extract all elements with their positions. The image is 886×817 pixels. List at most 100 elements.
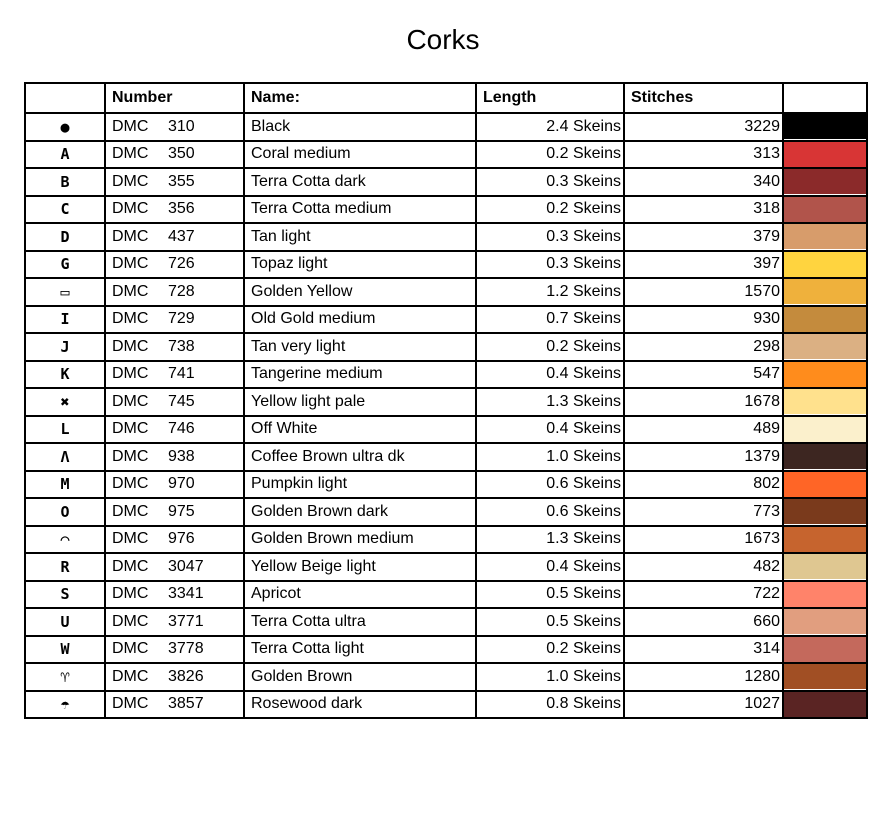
thread-name: Tan light: [243, 222, 477, 252]
color-swatch: [785, 499, 865, 524]
table-row: J DMC 738 Tan very light 0.2 Skeins 298: [24, 332, 868, 362]
thread-name: Black: [243, 112, 477, 142]
thread-length: 0.6 Skeins: [475, 497, 625, 527]
thread-length: 0.3 Skeins: [475, 249, 625, 279]
thread-name: Pumpkin light: [243, 469, 477, 499]
color-swatch-cell: [782, 222, 868, 252]
color-swatch: [785, 417, 865, 442]
thread-brand: DMC: [112, 585, 149, 603]
stitches-column-header: Stitches: [623, 82, 784, 114]
thread-length: 0.3 Skeins: [475, 222, 625, 252]
thread-name: Yellow light pale: [243, 387, 477, 417]
thread-number: DMC 3771: [104, 607, 245, 637]
color-swatch-cell: [782, 552, 868, 582]
thread-brand: DMC: [112, 172, 149, 190]
thread-length: 1.0 Skeins: [475, 442, 625, 472]
thread-name: Rosewood dark: [243, 689, 477, 719]
thread-code: 726: [168, 255, 195, 273]
table-row: M DMC 970 Pumpkin light 0.6 Skeins 802: [24, 469, 868, 499]
thread-length: 0.4 Skeins: [475, 359, 625, 389]
table-row: ✖ DMC 745 Yellow light pale 1.3 Skeins 1678: [24, 387, 868, 417]
thread-brand: DMC: [112, 667, 149, 685]
stitch-count: 397: [623, 249, 784, 279]
stitch-symbol: A: [24, 139, 106, 169]
stitch-count: 722: [623, 579, 784, 609]
thread-number: DMC 310: [104, 112, 245, 142]
stitch-symbol: ☂: [24, 689, 106, 719]
color-swatch-cell: [782, 332, 868, 362]
thread-code: 437: [168, 227, 195, 245]
thread-brand: DMC: [112, 502, 149, 520]
color-swatch: [785, 444, 865, 469]
thread-code: 976: [168, 530, 195, 548]
thread-brand: DMC: [112, 337, 149, 355]
thread-brand: DMC: [112, 117, 149, 135]
color-swatch: [785, 114, 865, 139]
color-swatch: [785, 197, 865, 222]
stitch-count: 930: [623, 304, 784, 334]
thread-number: DMC 938: [104, 442, 245, 472]
table-row: S DMC 3341 Apricot 0.5 Skeins 722: [24, 579, 868, 609]
thread-number: DMC 355: [104, 167, 245, 197]
stitch-symbol: L: [24, 414, 106, 444]
color-swatch-cell: [782, 662, 868, 692]
stitch-symbol: ▭: [24, 277, 106, 307]
stitch-count: 489: [623, 414, 784, 444]
thread-code: 3047: [168, 557, 204, 575]
number-column-header: Number: [104, 82, 245, 114]
color-swatch-cell: [782, 497, 868, 527]
thread-name: Golden Brown medium: [243, 524, 477, 554]
thread-length: 1.2 Skeins: [475, 277, 625, 307]
table-row: O DMC 975 Golden Brown dark 0.6 Skeins 773: [24, 497, 868, 527]
thread-length: 1.3 Skeins: [475, 524, 625, 554]
color-swatch: [785, 527, 865, 552]
table-row: K DMC 741 Tangerine medium 0.4 Skeins 547: [24, 359, 868, 389]
thread-code: 938: [168, 447, 195, 465]
thread-name: Terra Cotta light: [243, 634, 477, 664]
thread-code: 310: [168, 117, 195, 135]
stitch-symbol: Λ: [24, 442, 106, 472]
thread-number: DMC 741: [104, 359, 245, 389]
table-row: C DMC 356 Terra Cotta medium 0.2 Skeins 318: [24, 194, 868, 224]
table-row: D DMC 437 Tan light 0.3 Skeins 379: [24, 222, 868, 252]
name-column-header: Name:: [243, 82, 477, 114]
thread-code: 3778: [168, 640, 204, 658]
stitch-symbol: G: [24, 249, 106, 279]
color-swatch-cell: [782, 277, 868, 307]
thread-code: 746: [168, 420, 195, 438]
color-swatch-cell: [782, 304, 868, 334]
table-row: Λ DMC 938 Coffee Brown ultra dk 1.0 Skeins 13…: [24, 442, 868, 472]
thread-brand: DMC: [112, 227, 149, 245]
thread-length: 1.0 Skeins: [475, 662, 625, 692]
stitch-symbol: ●: [24, 112, 106, 142]
stitch-count: 318: [623, 194, 784, 224]
stitch-symbol: I: [24, 304, 106, 334]
color-swatch-cell: [782, 442, 868, 472]
stitch-count: 482: [623, 552, 784, 582]
table-row: R DMC 3047 Yellow Beige light 0.4 Skeins 482: [24, 552, 868, 582]
header-row: Number Name: Length Stitches: [24, 82, 868, 114]
stitch-count: 340: [623, 167, 784, 197]
color-swatch: [785, 169, 865, 194]
thread-code: 728: [168, 282, 195, 300]
thread-brand: DMC: [112, 255, 149, 273]
stitch-symbol: O: [24, 497, 106, 527]
color-swatch: [785, 609, 865, 634]
thread-number: DMC 738: [104, 332, 245, 362]
thread-number: DMC 3047: [104, 552, 245, 582]
thread-number: DMC 3857: [104, 689, 245, 719]
color-swatch: [785, 224, 865, 249]
thread-code: 356: [168, 200, 195, 218]
thread-number: DMC 745: [104, 387, 245, 417]
thread-code: 970: [168, 475, 195, 493]
thread-code: 975: [168, 502, 195, 520]
thread-brand: DMC: [112, 530, 149, 548]
thread-name: Yellow Beige light: [243, 552, 477, 582]
stitch-symbol: ⌒: [24, 524, 106, 554]
symbol-column-header: [24, 82, 106, 114]
thread-length: 0.6 Skeins: [475, 469, 625, 499]
thread-number: DMC 976: [104, 524, 245, 554]
stitch-count: 313: [623, 139, 784, 169]
color-swatch-cell: [782, 249, 868, 279]
table-row: A DMC 350 Coral medium 0.2 Skeins 313: [24, 139, 868, 169]
